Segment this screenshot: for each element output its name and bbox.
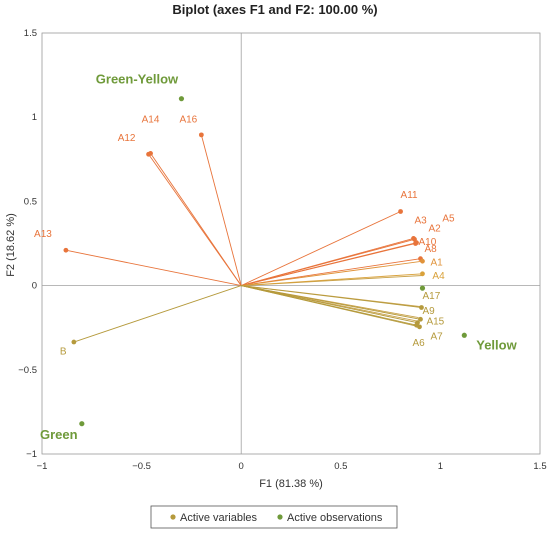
variable-label-a2: A2: [428, 224, 441, 235]
variable-point-a12: [146, 151, 151, 157]
legend: Active variables Active observations: [150, 505, 398, 529]
variable-vector-a8: [241, 258, 421, 287]
variable-vector-a16: [200, 134, 242, 286]
y-tick-label: 0.5: [24, 196, 37, 207]
variable-label-a12: A12: [118, 133, 136, 144]
plot-area: [41, 32, 541, 455]
legend-marker-active-variables: [170, 514, 176, 520]
plot-border: [41, 32, 541, 455]
variable-label-a8: A8: [424, 244, 437, 255]
y-tick-label: −0.5: [18, 365, 37, 376]
x-tick-label: 0.5: [334, 461, 347, 472]
x-tick-label: 1: [438, 461, 443, 472]
observation-point-green-yellow: [178, 96, 185, 102]
variable-vector-b: [73, 285, 242, 343]
legend-item-active-observations: Active observations: [287, 512, 383, 524]
variable-point-a9: [418, 316, 423, 322]
variable-label-a7: A7: [430, 331, 443, 342]
variable-vectors: [65, 134, 423, 343]
variable-label-a14: A14: [142, 114, 160, 125]
variable-label-a9: A9: [422, 306, 435, 317]
variable-vector-a1: [241, 260, 423, 287]
data-points: [63, 96, 467, 427]
variable-label-a5: A5: [442, 214, 455, 225]
y-tick-label: 1: [32, 112, 37, 123]
y-tick-label: 0: [32, 281, 37, 292]
variable-vector-a10: [241, 242, 417, 287]
variable-vector-a11: [241, 211, 401, 287]
variable-label-a17: A17: [422, 291, 440, 302]
observation-label-yellow: Yellow: [476, 338, 517, 353]
variable-label-a1: A1: [430, 257, 443, 268]
variable-point-b: [71, 339, 77, 345]
x-tick-label: −1: [37, 461, 48, 472]
variable-label-a15: A15: [426, 316, 444, 327]
x-tick-labels: −1 −0.5 0 0.5 1 1.5: [37, 461, 547, 472]
chart-title: Biplot (axes F1 and F2: 100.00 %): [172, 2, 377, 17]
variable-vector-a5: [241, 238, 415, 287]
variable-label-a11: A11: [401, 190, 418, 201]
variable-point-a16: [198, 132, 204, 138]
variable-vector-a4: [241, 273, 423, 287]
variable-vector-a6: [241, 285, 420, 328]
y-tick-labels: −1 −0.5 0 0.5 1 1.5: [18, 28, 37, 460]
variable-point-a4: [420, 271, 425, 277]
variable-vector-a13: [65, 249, 242, 287]
variable-vector-a9: [241, 285, 421, 320]
variable-vector-a12: [148, 153, 242, 286]
zero-axes: [42, 33, 540, 454]
observation-point-unlabeled-3: [419, 285, 426, 291]
variable-label-a3: A3: [415, 215, 428, 226]
x-axis-label: F1 (81.38 %): [259, 478, 323, 490]
observation-label-green: Green: [40, 427, 78, 442]
variable-label-a16: A16: [179, 114, 197, 125]
legend-box: [150, 505, 398, 529]
variable-point-a13: [63, 247, 69, 253]
variable-label-a13: A13: [34, 229, 52, 240]
variable-label-b: B: [60, 347, 67, 358]
variable-label-a4: A4: [432, 271, 445, 282]
variable-vector-a17: [241, 285, 422, 308]
variable-point-a11: [398, 209, 403, 214]
legend-item-active-variables: Active variables: [180, 512, 258, 524]
observation-point-green: [79, 421, 85, 427]
y-tick-label: −1: [26, 449, 37, 460]
y-tick-label: 1.5: [24, 28, 37, 39]
variable-label-a6: A6: [413, 338, 426, 349]
variable-point-a17: [419, 305, 424, 310]
variable-point-a1: [420, 258, 425, 264]
legend-marker-active-observations: [277, 514, 283, 520]
variable-point-a10: [414, 240, 419, 246]
observation-point-yellow: [461, 332, 467, 338]
variable-point-a6: [417, 324, 422, 330]
x-tick-label: 1.5: [533, 461, 546, 472]
y-axis-label: F2 (18.62 %): [5, 213, 17, 277]
variable-label-a10: A10: [418, 237, 436, 248]
observation-label-green-yellow: Green-Yellow: [96, 72, 179, 87]
x-tick-label: 0: [239, 461, 244, 472]
x-tick-label: −0.5: [132, 461, 151, 472]
